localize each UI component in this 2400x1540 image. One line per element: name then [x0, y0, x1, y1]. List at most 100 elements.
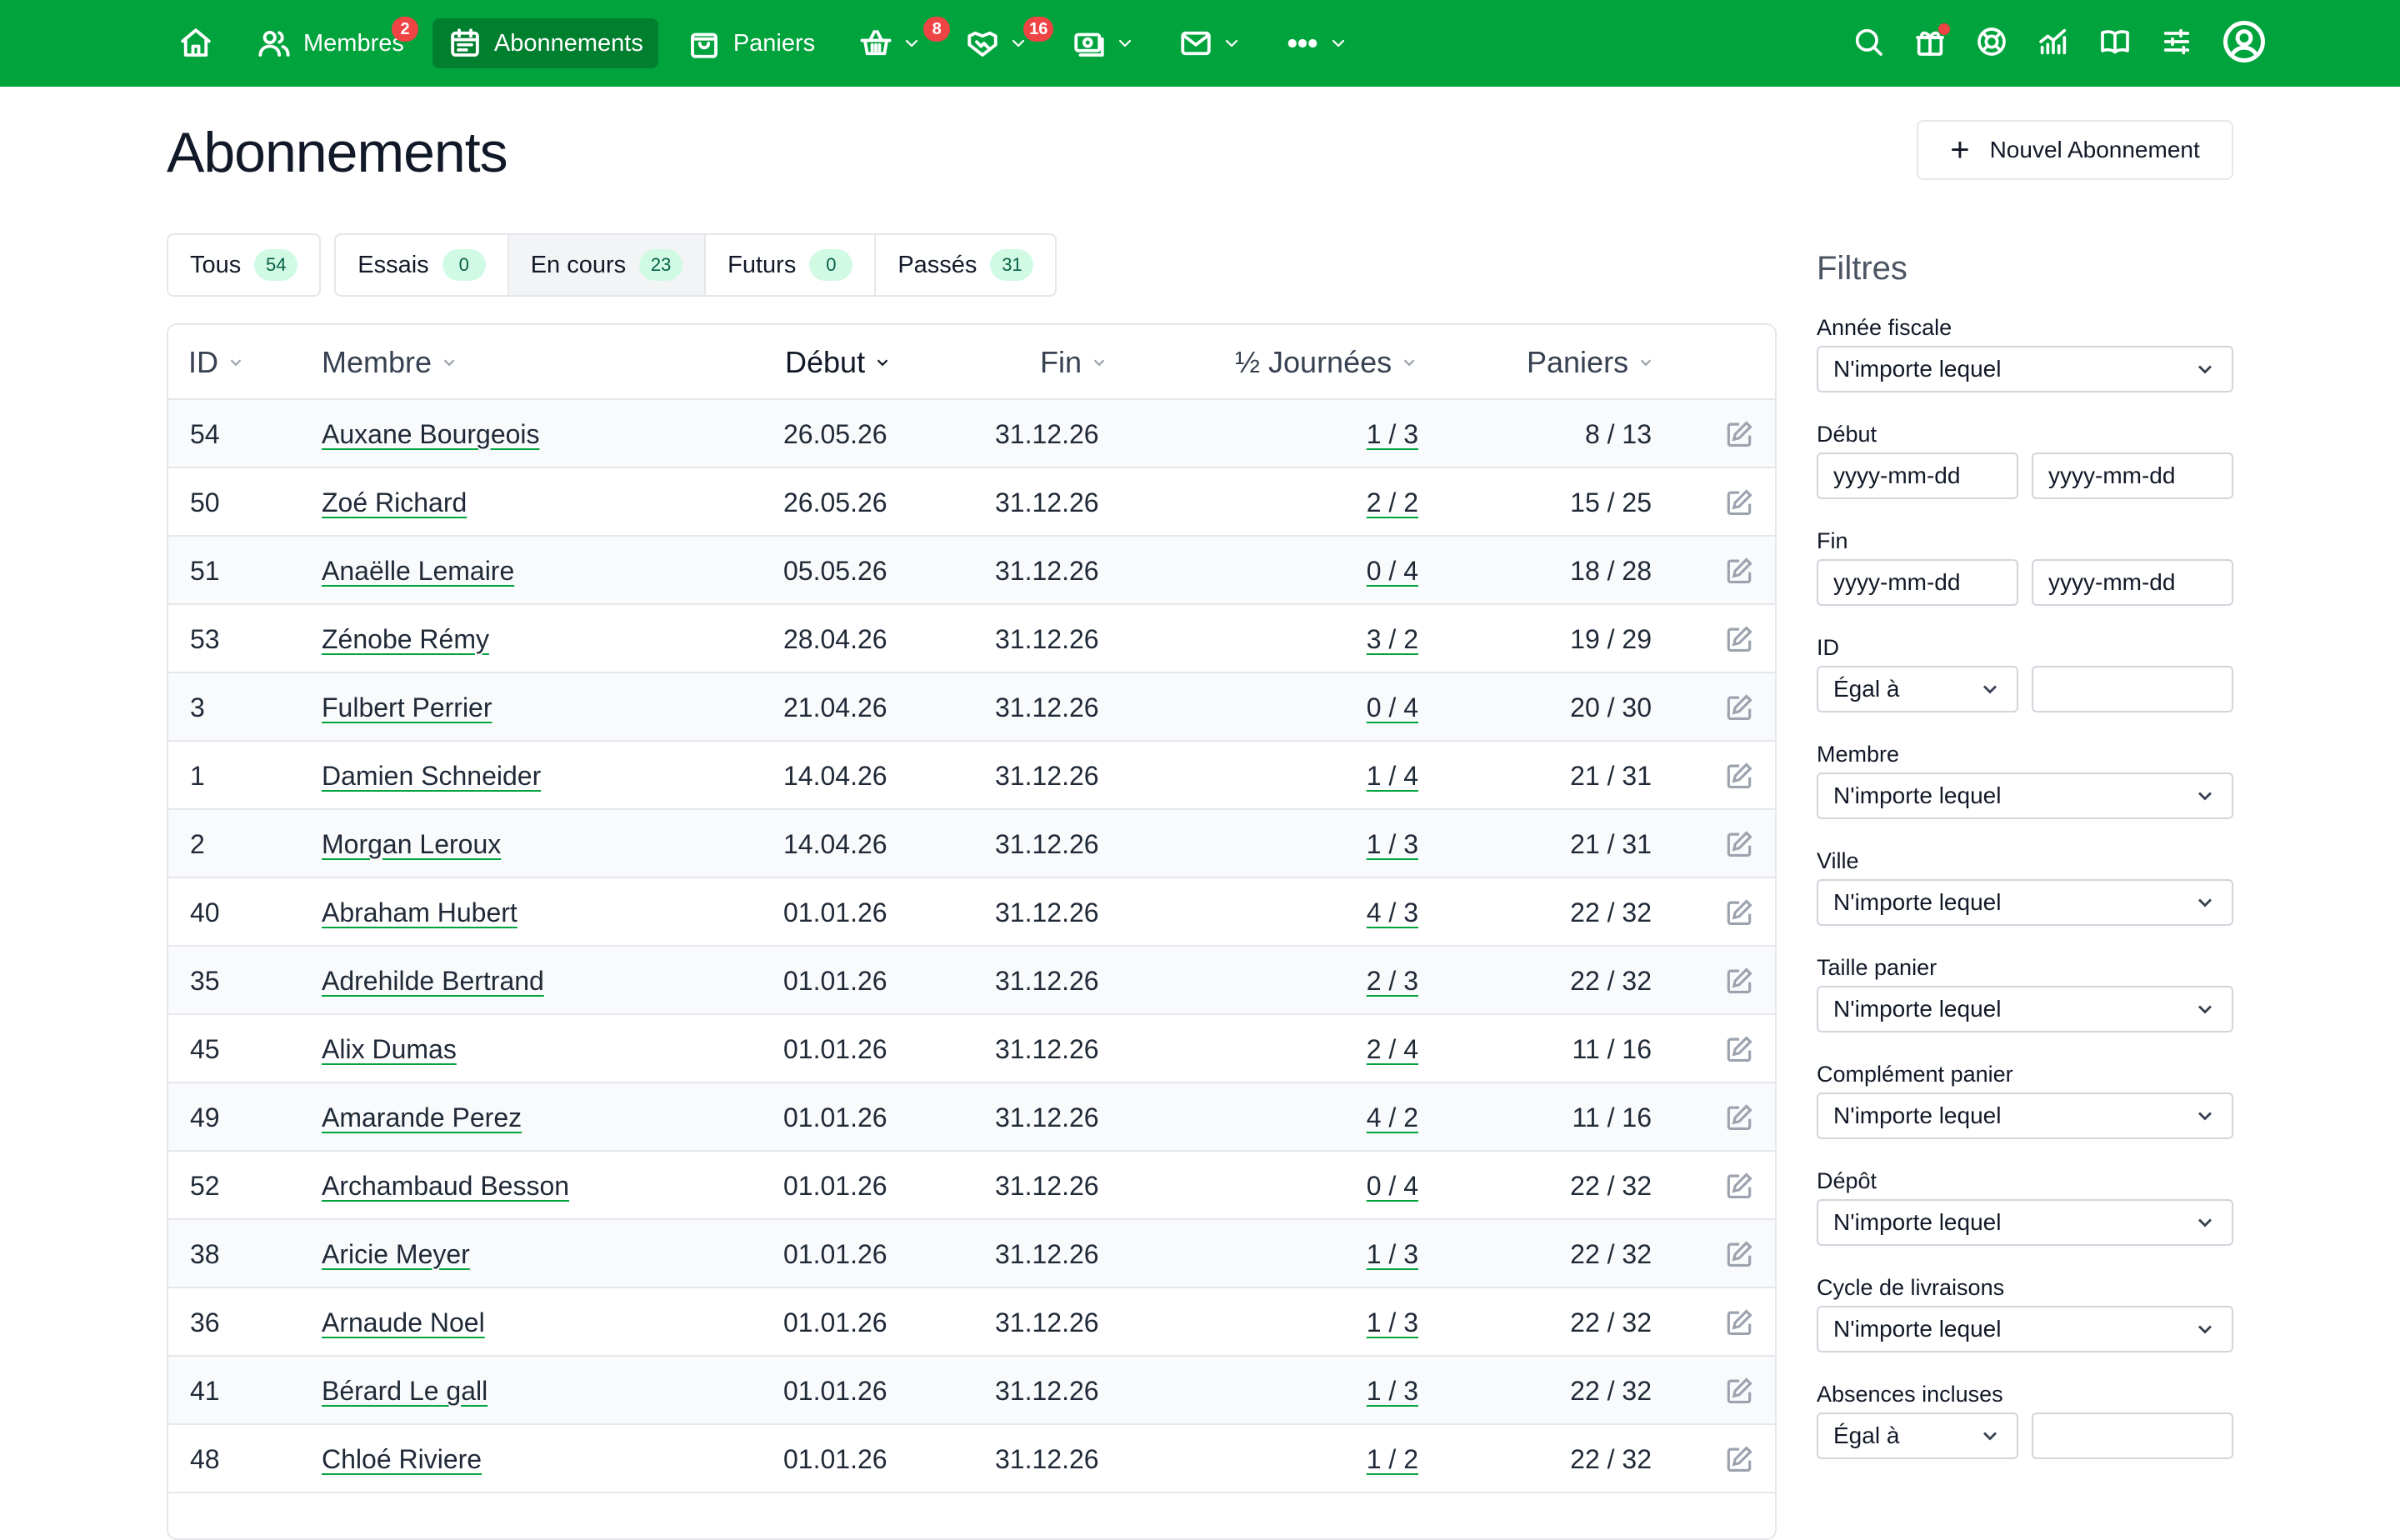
edit-button[interactable]	[1723, 1357, 1755, 1425]
member-link[interactable]: Archambaud Besson	[322, 1170, 570, 1201]
half-days-link[interactable]: 2 / 4	[1366, 1033, 1418, 1064]
member-select[interactable]: N'importe lequel	[1817, 772, 2233, 819]
nav-mail-menu[interactable]	[1163, 18, 1257, 68]
member-link[interactable]: Zoé Richard	[322, 487, 468, 518]
scope-tabs: Tous 54 Essais 0 En cours 23 Futurs 0 Pa…	[167, 233, 1058, 297]
nav-search[interactable]	[1852, 25, 1885, 62]
member-link[interactable]: Zénobe Rémy	[322, 623, 489, 654]
start-to-input[interactable]: yyyy-mm-dd	[2032, 452, 2233, 499]
member-link[interactable]: Morgan Leroux	[322, 828, 502, 859]
column-header-baskets[interactable]: Paniers	[1527, 325, 1655, 400]
nav-shop-menu[interactable]: 8	[843, 17, 951, 68]
member-link[interactable]: Auxane Bourgeois	[322, 418, 540, 449]
nav-help[interactable]	[1975, 25, 2008, 62]
half-days-link[interactable]: 0 / 4	[1366, 692, 1418, 722]
cell-half-days: 1 / 3	[1367, 810, 1418, 878]
half-days-link[interactable]: 0 / 4	[1366, 1170, 1418, 1201]
absences-operator-select[interactable]: Égal à	[1817, 1412, 2018, 1459]
nav-settings[interactable]	[2160, 25, 2193, 62]
edit-button[interactable]	[1723, 605, 1755, 673]
half-days-link[interactable]: 2 / 2	[1366, 487, 1418, 518]
mail-icon	[1181, 31, 1211, 56]
tab-trials[interactable]: Essais 0	[334, 233, 509, 297]
new-subscription-button[interactable]: + Nouvel Abonnement	[1917, 120, 2233, 180]
member-link[interactable]: Alix Dumas	[322, 1033, 457, 1064]
half-days-link[interactable]: 4 / 2	[1366, 1102, 1418, 1132]
edit-button[interactable]	[1723, 947, 1755, 1015]
nav-account[interactable]	[2222, 19, 2267, 68]
member-link[interactable]: Amarande Perez	[322, 1102, 522, 1132]
member-link[interactable]: Arnaude Noel	[322, 1307, 485, 1338]
select-value: Égal à	[1833, 1422, 1900, 1448]
fiscal-year-select[interactable]: N'importe lequel	[1817, 346, 2233, 392]
id-operator-select[interactable]: Égal à	[1817, 666, 2018, 712]
cell-id: 1	[190, 760, 205, 791]
edit-button[interactable]	[1723, 673, 1755, 742]
member-link[interactable]: Anaëlle Lemaire	[322, 555, 515, 586]
column-header-member[interactable]: Membre	[322, 325, 458, 400]
end-to-input[interactable]: yyyy-mm-dd	[2032, 559, 2233, 606]
absences-value-input[interactable]	[2032, 1412, 2233, 1459]
search-icon	[1855, 28, 1882, 56]
edit-button[interactable]	[1723, 878, 1755, 947]
tab-current[interactable]: En cours 23	[508, 233, 707, 297]
edit-button[interactable]	[1723, 1152, 1755, 1220]
nav-docs[interactable]	[2098, 25, 2132, 62]
member-link[interactable]: Abraham Hubert	[322, 897, 518, 928]
member-link[interactable]: Damien Schneider	[322, 760, 542, 791]
edit-button[interactable]	[1723, 1220, 1755, 1288]
half-days-link[interactable]: 1 / 2	[1366, 1443, 1418, 1474]
member-link[interactable]: Fulbert Perrier	[322, 692, 492, 722]
column-header-half-days[interactable]: ½ Journées	[1235, 325, 1418, 400]
half-days-link[interactable]: 4 / 3	[1366, 897, 1418, 928]
basket-complement-select[interactable]: N'importe lequel	[1817, 1092, 2233, 1139]
nav-activities-menu[interactable]: 16	[950, 17, 1054, 68]
nav-members[interactable]: Membres 2	[242, 17, 419, 68]
member-link[interactable]: Adrehilde Bertrand	[322, 965, 544, 996]
nav-updates[interactable]	[1913, 22, 1950, 62]
nav-more-menu[interactable]	[1270, 18, 1363, 68]
edit-button[interactable]	[1723, 1015, 1755, 1083]
tab-future[interactable]: Futurs 0	[706, 233, 877, 297]
nav-baskets[interactable]: Paniers	[672, 18, 830, 68]
delivery-cycle-select[interactable]: N'importe lequel	[1817, 1306, 2233, 1352]
column-header-id[interactable]: ID	[188, 325, 245, 400]
half-days-link[interactable]: 1 / 3	[1366, 1307, 1418, 1338]
edit-button[interactable]	[1723, 810, 1755, 878]
column-header-start[interactable]: Début	[785, 325, 892, 400]
edit-button[interactable]	[1723, 742, 1755, 810]
half-days-link[interactable]: 1 / 3	[1366, 1238, 1418, 1269]
edit-button[interactable]	[1723, 1083, 1755, 1152]
member-link[interactable]: Bérard Le gall	[322, 1375, 488, 1406]
column-header-end[interactable]: Fin	[1040, 325, 1108, 400]
half-days-link[interactable]: 1 / 4	[1366, 760, 1418, 791]
city-select[interactable]: N'importe lequel	[1817, 879, 2233, 926]
edit-button[interactable]	[1723, 1425, 1755, 1493]
half-days-link[interactable]: 1 / 3	[1366, 418, 1418, 449]
half-days-link[interactable]: 2 / 3	[1366, 965, 1418, 996]
cell-baskets: 22 / 32	[1570, 965, 1652, 996]
nav-stats[interactable]	[2037, 25, 2070, 62]
basket-size-select[interactable]: N'importe lequel	[1817, 986, 2233, 1032]
edit-button[interactable]	[1723, 1288, 1755, 1357]
half-days-link[interactable]: 1 / 3	[1366, 828, 1418, 859]
member-link[interactable]: Chloé Riviere	[322, 1443, 482, 1474]
edit-button[interactable]	[1723, 537, 1755, 605]
member-link[interactable]: Aricie Meyer	[322, 1238, 470, 1269]
tab-all[interactable]: Tous 54	[167, 233, 322, 297]
shop-badge: 8	[923, 17, 951, 42]
half-days-link[interactable]: 3 / 2	[1366, 623, 1418, 654]
start-from-input[interactable]: yyyy-mm-dd	[1817, 452, 2018, 499]
half-days-link[interactable]: 0 / 4	[1366, 555, 1418, 586]
nav-billing-menu[interactable]	[1057, 18, 1150, 68]
half-days-link[interactable]: 1 / 3	[1366, 1375, 1418, 1406]
edit-button[interactable]	[1723, 400, 1755, 468]
tab-past[interactable]: Passés 31	[876, 233, 1058, 297]
id-value-input[interactable]	[2032, 666, 2233, 712]
nav-home[interactable]	[163, 18, 228, 68]
nav-subscriptions[interactable]: Abonnements	[432, 18, 658, 68]
end-from-input[interactable]: yyyy-mm-dd	[1817, 559, 2018, 606]
nav-subscriptions-label: Abonnements	[493, 29, 643, 57]
edit-button[interactable]	[1723, 468, 1755, 537]
depot-select[interactable]: N'importe lequel	[1817, 1199, 2233, 1246]
